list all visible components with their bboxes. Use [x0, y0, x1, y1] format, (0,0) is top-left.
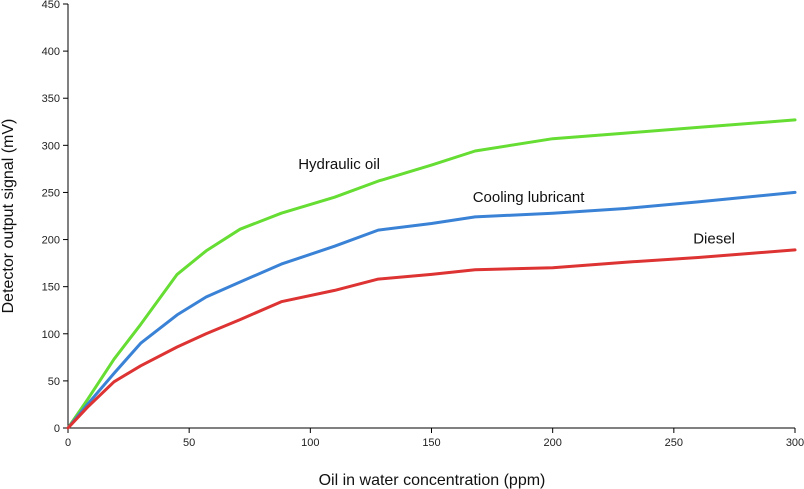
x-ticks: 0 50 100 150 200 250 300: [65, 428, 804, 449]
x-tick-label: 250: [665, 437, 683, 449]
y-tick-label: 400: [42, 46, 60, 58]
y-ticks: 0 50 100 150 200 250 300 350 400 450: [42, 0, 68, 435]
series-annotations: Hydraulic oil Cooling lubricant Diesel: [298, 156, 735, 247]
x-tick-label: 150: [422, 437, 440, 449]
y-tick-label: 0: [54, 423, 60, 435]
series-line-diesel: [66, 248, 797, 430]
x-axis-title: Oil in water concentration (ppm): [319, 472, 546, 489]
series-line-cooling-lubricant: [66, 190, 797, 430]
y-tick-label: 250: [42, 187, 60, 199]
series-label-cooling-lubricant: Cooling lubricant: [473, 189, 586, 206]
x-tick-label: 50: [183, 437, 195, 449]
x-tick-label: 200: [543, 437, 561, 449]
y-axis-title: Detector output signal (mV): [0, 119, 17, 314]
y-tick-label: 50: [48, 376, 60, 388]
x-tick-label: 100: [301, 437, 319, 449]
series-line-hydraulic-oil: [66, 118, 797, 430]
series-label-diesel: Diesel: [693, 230, 735, 247]
y-tick-label: 150: [42, 282, 60, 294]
series-lines: [66, 118, 797, 430]
y-tick-label: 200: [42, 235, 60, 247]
x-tick-label: 300: [786, 437, 804, 449]
x-tick-label: 0: [65, 437, 71, 449]
series-label-hydraulic-oil: Hydraulic oil: [298, 156, 380, 173]
y-tick-label: 300: [42, 140, 60, 152]
y-tick-label: 450: [42, 0, 60, 11]
axes: [67, 4, 795, 429]
y-tick-label: 100: [42, 329, 60, 341]
y-tick-label: 350: [42, 93, 60, 105]
